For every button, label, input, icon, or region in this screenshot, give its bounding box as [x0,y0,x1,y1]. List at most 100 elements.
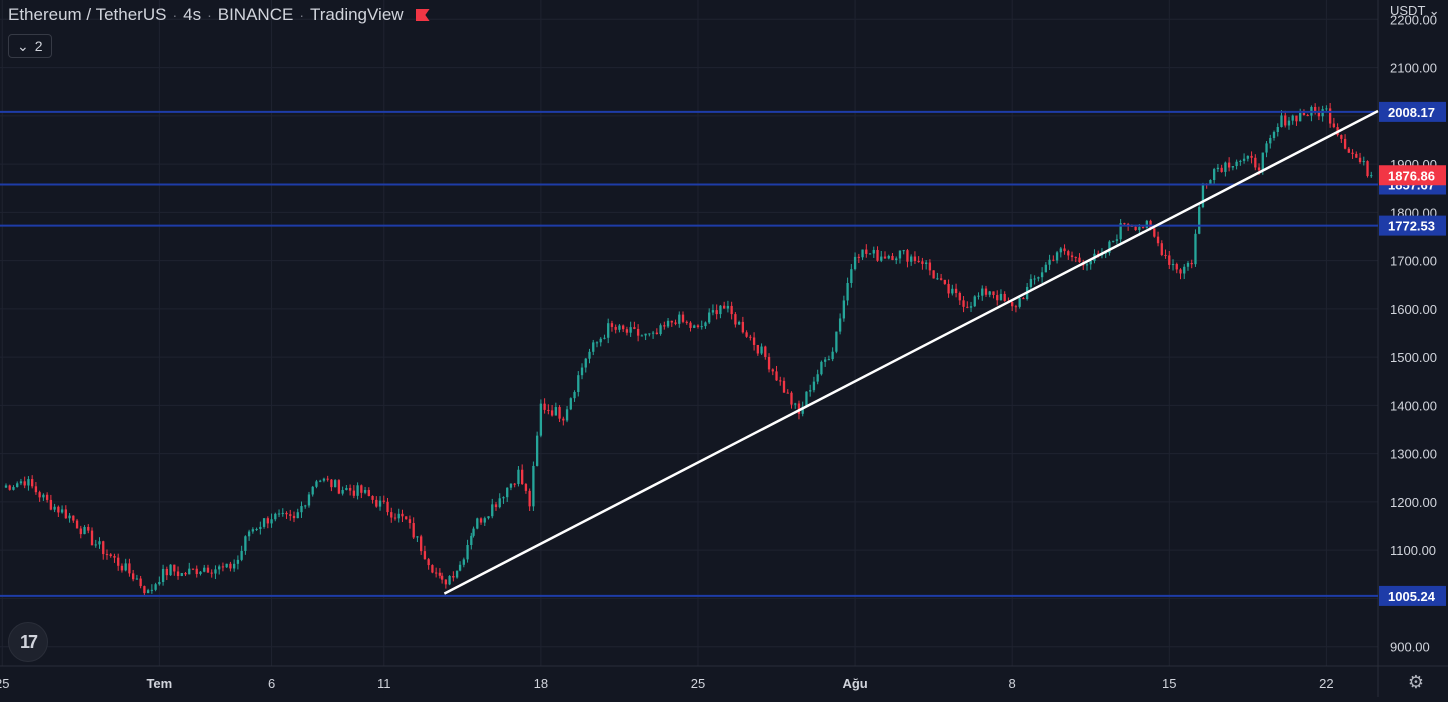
candle-body [12,487,15,490]
candle-body [1287,120,1291,126]
candle-body [466,545,469,560]
candle-body [1063,248,1066,252]
candle-body [487,516,490,519]
candle-body [524,484,528,491]
candle-body [304,505,307,507]
candle-body [506,487,509,498]
indicators-toggle-button[interactable]: ⌄ 2 [8,34,52,58]
candle-body [554,407,557,416]
level-price-label: 1005.24 [1388,589,1436,604]
candle-body [300,506,303,513]
candle-body [225,563,228,568]
candle-body [1239,160,1242,162]
candle-body [289,514,292,516]
gear-icon[interactable]: ⚙ [1407,672,1425,692]
candle-body [277,513,281,515]
candle-body [1138,227,1141,231]
symbol-name[interactable]: Ethereum / TetherUS [8,5,167,24]
candle-body [4,485,8,488]
candle-body [693,325,696,328]
candle-body [580,367,584,376]
candle-body [363,490,367,493]
candle-body [1078,257,1081,263]
candle-body [1272,131,1276,138]
candle-body [681,314,685,322]
candle-body [378,500,382,507]
candle-body [910,256,913,262]
candle-body [412,523,415,538]
level-price-label-background [1379,215,1446,236]
candle-body [158,581,161,585]
candle-body [143,586,146,594]
interval-label[interactable]: 4s [183,5,202,24]
candle-body [599,338,602,343]
candle-body [809,390,812,392]
candle-body [229,563,232,569]
candle-body [618,325,621,330]
candle-body [1284,115,1287,126]
time-axis-tick-label: 25 [0,676,9,691]
candle-body [786,392,789,394]
candle-body [214,569,217,574]
candle-body [966,306,969,308]
candle-body [375,499,378,507]
candle-body [401,513,404,517]
candle-body [195,568,198,575]
candle-body [906,250,909,262]
candle-body [857,256,860,258]
currency-button[interactable]: USDT ⌄ [1390,3,1440,19]
candle-body [75,520,79,529]
candle-body [704,322,707,327]
candle-body [678,314,681,324]
candle-body [255,529,258,531]
candle-body [1257,167,1261,171]
candle-body [345,487,348,490]
flag-icon[interactable] [415,9,430,21]
candle-body [521,469,524,485]
candle-body [883,256,887,259]
price-axis-tick-label: 1300.00 [1390,447,1437,462]
candle-body [1366,161,1369,177]
candle-body [932,270,935,279]
candle-body [805,391,808,407]
candle-body [405,516,408,520]
candle-body [969,306,973,308]
candle-body [633,327,636,329]
candle-body [648,333,651,335]
candle-body [1134,226,1137,231]
candle-body [850,269,853,284]
candle-body [1231,166,1235,168]
candle-body [1156,236,1160,244]
candle-body [565,409,569,421]
last-price-label-background [1379,165,1446,186]
candle-body [670,320,673,323]
candle-body [1306,115,1309,117]
candle-body [382,500,385,502]
candle-body [470,535,473,546]
level-price-label-background [1379,585,1446,606]
candle-body [1123,223,1126,225]
candle-body [390,512,393,518]
candle-body [1011,302,1014,307]
last-price-label: 1876.86 [1388,168,1435,183]
candle-body [502,497,505,499]
candle-body [1328,108,1332,124]
candle-body [1242,158,1246,161]
candle-body [120,565,124,571]
price-axis-tick-label: 1200.00 [1390,495,1437,510]
candle-body [161,568,165,582]
candle-body [124,563,127,571]
candle-body [165,568,168,576]
candle-body [603,337,606,339]
tradingview-logo-icon[interactable]: 17 [8,622,48,662]
candle-body [49,499,53,510]
candle-body [45,494,49,500]
candle-body [666,320,670,327]
candle-body [584,358,587,368]
candle-body [988,291,991,295]
candle-body [1317,111,1321,117]
candle-body [917,260,920,262]
candle-body [221,566,225,568]
